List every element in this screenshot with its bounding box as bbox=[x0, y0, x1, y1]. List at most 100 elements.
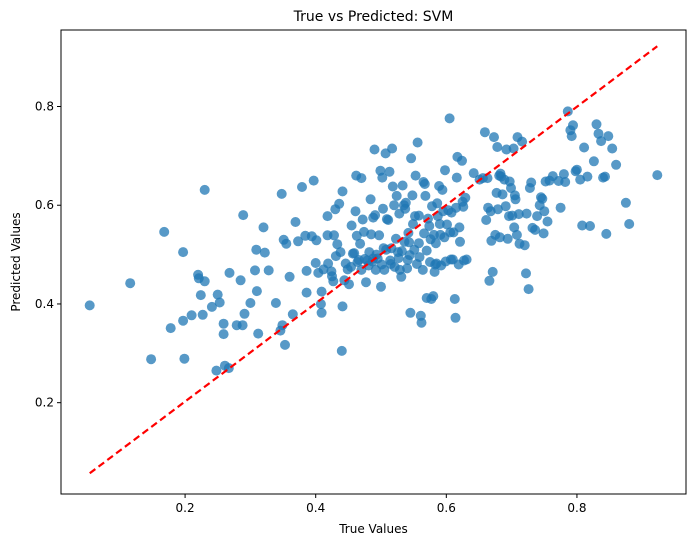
data-point-153 bbox=[410, 170, 421, 181]
data-point-29 bbox=[245, 298, 256, 308]
data-point-32 bbox=[251, 286, 262, 297]
data-point-28 bbox=[239, 308, 250, 319]
data-point-67 bbox=[329, 230, 339, 241]
data-point-183 bbox=[434, 219, 445, 229]
data-point-228 bbox=[492, 204, 503, 215]
data-point-20 bbox=[218, 329, 229, 340]
data-point-296 bbox=[652, 170, 663, 181]
data-point-157 bbox=[413, 210, 424, 221]
data-point-58 bbox=[316, 307, 327, 318]
data-point-270 bbox=[555, 202, 566, 213]
data-point-252 bbox=[521, 268, 531, 279]
data-point-0 bbox=[84, 300, 95, 311]
data-point-3 bbox=[159, 226, 170, 237]
data-point-262 bbox=[537, 193, 548, 204]
data-point-266 bbox=[542, 216, 553, 227]
plot-area bbox=[84, 106, 663, 376]
data-point-174 bbox=[428, 291, 439, 302]
data-point-223 bbox=[487, 266, 498, 277]
data-point-114 bbox=[378, 203, 388, 214]
data-point-242 bbox=[508, 143, 519, 154]
data-point-54 bbox=[310, 258, 321, 268]
data-point-160 bbox=[416, 317, 427, 328]
data-point-263 bbox=[538, 228, 549, 239]
x-axis-label: True Values bbox=[338, 522, 408, 536]
data-point-148 bbox=[406, 153, 417, 164]
data-point-121 bbox=[384, 166, 395, 177]
data-point-275 bbox=[566, 131, 577, 142]
data-point-155 bbox=[412, 137, 423, 148]
data-point-26 bbox=[237, 320, 248, 331]
y-axis-label: Predicted Values bbox=[9, 212, 23, 311]
data-point-224 bbox=[489, 132, 499, 143]
data-point-292 bbox=[607, 143, 618, 154]
data-point-27 bbox=[238, 210, 249, 221]
data-point-25 bbox=[235, 275, 246, 286]
x-tick-label: 0.2 bbox=[176, 501, 195, 515]
data-point-91 bbox=[356, 173, 367, 184]
data-point-290 bbox=[601, 228, 612, 239]
data-point-243 bbox=[509, 222, 520, 233]
data-point-6 bbox=[178, 315, 189, 326]
data-point-16 bbox=[211, 365, 222, 376]
data-point-202 bbox=[451, 172, 462, 183]
data-point-282 bbox=[582, 171, 593, 182]
data-point-259 bbox=[532, 211, 543, 222]
data-point-176 bbox=[429, 266, 440, 277]
data-point-149 bbox=[407, 190, 418, 201]
data-point-294 bbox=[620, 197, 631, 208]
data-point-150 bbox=[408, 219, 418, 229]
data-point-211 bbox=[460, 192, 471, 203]
data-point-1 bbox=[125, 278, 136, 289]
data-point-12 bbox=[197, 309, 208, 320]
data-point-4 bbox=[165, 323, 176, 334]
data-point-189 bbox=[440, 165, 450, 176]
data-point-246 bbox=[511, 229, 522, 240]
data-point-142 bbox=[402, 263, 413, 274]
data-point-278 bbox=[571, 164, 582, 175]
x-tick-label: 0.6 bbox=[437, 501, 456, 515]
data-point-218 bbox=[482, 173, 493, 184]
data-point-95 bbox=[361, 277, 371, 288]
data-point-45 bbox=[287, 309, 298, 320]
data-point-253 bbox=[521, 208, 532, 219]
data-point-130 bbox=[391, 190, 402, 201]
data-point-33 bbox=[253, 328, 264, 339]
data-point-100 bbox=[366, 229, 377, 240]
data-point-35 bbox=[259, 247, 270, 258]
data-point-18 bbox=[214, 297, 225, 308]
data-point-44 bbox=[284, 271, 295, 282]
data-point-50 bbox=[301, 265, 312, 276]
data-point-63 bbox=[323, 258, 334, 269]
data-point-291 bbox=[603, 131, 614, 142]
data-point-186 bbox=[437, 184, 448, 195]
data-point-163 bbox=[419, 228, 430, 239]
data-point-237 bbox=[502, 233, 513, 244]
data-point-227 bbox=[492, 142, 503, 152]
data-point-217 bbox=[481, 215, 492, 225]
data-point-273 bbox=[562, 106, 573, 117]
data-point-129 bbox=[391, 233, 401, 244]
data-point-280 bbox=[577, 220, 588, 231]
x-axis: 0.2 0.4 0.6 0.8 bbox=[176, 494, 586, 515]
data-point-240 bbox=[506, 183, 516, 193]
data-point-72 bbox=[335, 247, 346, 258]
data-point-37 bbox=[270, 298, 281, 308]
data-point-92 bbox=[357, 214, 368, 225]
data-point-53 bbox=[308, 175, 319, 186]
data-point-71 bbox=[334, 198, 345, 209]
data-point-287 bbox=[596, 136, 607, 147]
data-point-205 bbox=[454, 222, 465, 233]
data-point-42 bbox=[280, 339, 290, 350]
data-point-111 bbox=[376, 281, 386, 292]
data-point-34 bbox=[258, 222, 269, 233]
data-point-169 bbox=[424, 221, 435, 231]
data-point-55 bbox=[311, 235, 322, 246]
data-point-79 bbox=[344, 279, 354, 290]
y-axis: 0.2 0.4 0.6 0.8 bbox=[35, 100, 61, 410]
data-point-251 bbox=[519, 240, 530, 251]
data-point-99 bbox=[365, 194, 376, 205]
data-point-51 bbox=[301, 287, 312, 298]
data-point-36 bbox=[263, 265, 274, 276]
